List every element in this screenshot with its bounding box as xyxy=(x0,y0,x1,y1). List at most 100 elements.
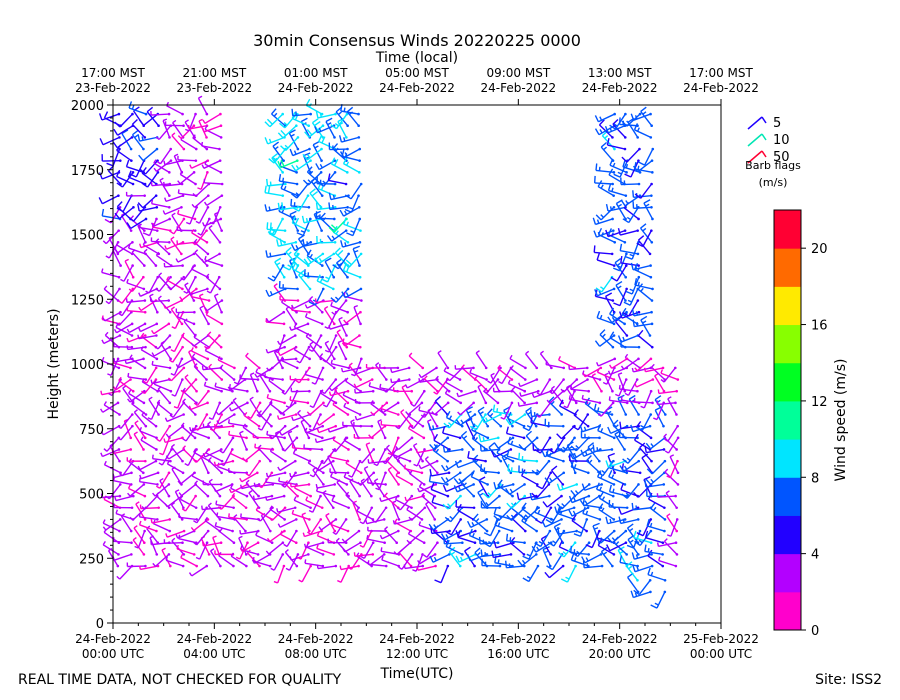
barb-staff xyxy=(456,483,474,493)
barb-flag xyxy=(345,459,349,464)
barb-dot xyxy=(650,459,653,463)
barb-dot xyxy=(283,506,287,510)
wind-barb xyxy=(619,421,640,430)
barb-staff xyxy=(401,553,413,570)
barb-flag xyxy=(204,125,208,130)
barb-flag xyxy=(374,478,379,482)
barb-staff xyxy=(553,526,564,544)
wind-barb xyxy=(179,495,198,510)
barb-staff xyxy=(332,148,347,162)
barb-flag xyxy=(116,201,123,208)
barb-staff xyxy=(193,336,210,348)
barb-flag xyxy=(235,556,241,560)
barb-dot xyxy=(613,240,617,244)
wind-barb xyxy=(265,471,287,478)
barb-dot xyxy=(357,194,360,197)
barb-staff xyxy=(411,507,426,521)
barb-flag xyxy=(475,350,480,354)
barb-dot xyxy=(675,389,678,393)
barb-staff xyxy=(216,515,235,521)
barb-flag xyxy=(127,216,134,222)
barb-flag xyxy=(480,549,483,557)
wind-barb xyxy=(265,250,287,258)
barb-dot xyxy=(511,483,515,486)
wind-barb xyxy=(488,442,503,463)
barb-flag xyxy=(353,383,357,388)
barb-dot xyxy=(434,506,437,510)
barb-flag xyxy=(273,580,278,584)
barb-flag xyxy=(531,545,537,553)
barb-flag xyxy=(478,476,486,481)
barb-dot xyxy=(207,436,210,440)
wind-barb xyxy=(184,448,198,467)
barb-flag xyxy=(201,258,205,264)
wind-barb xyxy=(631,366,653,373)
barb-flag xyxy=(138,327,142,332)
barb-flag xyxy=(556,433,563,440)
barb-staff xyxy=(151,240,170,243)
barb-flag xyxy=(520,514,527,521)
barb-dot xyxy=(180,206,183,209)
barb-dot xyxy=(219,136,223,139)
barb-flag xyxy=(346,106,354,113)
barb-flag xyxy=(435,448,440,453)
wind-barb xyxy=(117,424,134,441)
wind-barb xyxy=(644,544,664,556)
barb-dot xyxy=(498,506,501,510)
barb-dot xyxy=(573,436,576,440)
barb-staff xyxy=(267,397,285,404)
barb-staff xyxy=(198,206,209,224)
barb-staff xyxy=(334,437,348,453)
barb-staff xyxy=(577,414,589,431)
barb-flag xyxy=(264,137,269,145)
wind-barb xyxy=(128,275,145,293)
barb-dot xyxy=(562,471,566,475)
barb-flag xyxy=(137,465,141,470)
barb-staff xyxy=(180,139,197,150)
barb-staff xyxy=(266,495,285,501)
barb-flag xyxy=(306,411,311,416)
barb-staff xyxy=(305,373,323,381)
wind-barb xyxy=(480,413,502,424)
barb-flag xyxy=(474,424,479,428)
wind-barb xyxy=(138,477,159,486)
barb-flag xyxy=(557,527,560,535)
barb-dot xyxy=(585,366,589,370)
wind-barb xyxy=(596,368,616,381)
wind-barb xyxy=(175,308,196,314)
barb-dot xyxy=(269,413,272,416)
barb-flag xyxy=(556,503,563,510)
barb-staff xyxy=(285,308,297,325)
wind-barb xyxy=(316,235,337,244)
barb-dot xyxy=(333,483,337,486)
barb-flag xyxy=(570,489,576,497)
barb-staff xyxy=(102,195,119,205)
barb-dot xyxy=(194,275,197,279)
barb-flag xyxy=(574,557,577,562)
barb-dot xyxy=(282,413,286,416)
barb-staff xyxy=(128,461,144,474)
barb-staff xyxy=(598,508,615,520)
barb-dot xyxy=(611,494,615,498)
wind-barb xyxy=(292,194,310,212)
barb-staff xyxy=(165,299,182,310)
barb-staff xyxy=(154,383,172,392)
barb-staff xyxy=(120,215,132,231)
barb-staff xyxy=(352,502,361,520)
barb-flag xyxy=(624,392,629,396)
barb-dot xyxy=(218,287,222,291)
barb-flag xyxy=(113,328,118,334)
barb-dot xyxy=(358,217,362,221)
wind-barb xyxy=(408,352,425,370)
wind-barb xyxy=(277,159,299,169)
wind-barb xyxy=(279,295,300,302)
barb-dot xyxy=(421,459,424,463)
wind-barb xyxy=(560,564,577,583)
wind-barb xyxy=(573,518,589,537)
barb-dot xyxy=(549,553,552,556)
wind-barb xyxy=(151,345,172,357)
barb-dot xyxy=(293,334,297,337)
barb-flag xyxy=(177,135,182,139)
wind-barb xyxy=(316,564,338,570)
barb-flag xyxy=(599,486,602,491)
